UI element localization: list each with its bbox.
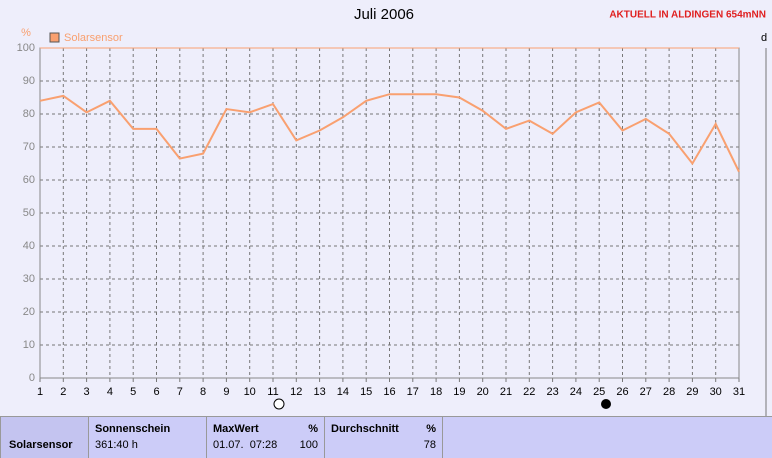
x-tick-label: 25 (593, 386, 605, 398)
cell-value: 78 (423, 439, 436, 451)
y2-label: d (761, 32, 767, 44)
x-tick-label: 31 (733, 386, 745, 398)
note: AKTUELL IN ALDINGEN 654mNN (609, 10, 766, 21)
y-tick-label: 70 (23, 141, 35, 153)
chart-title: Juli 2006 (354, 6, 414, 23)
y-tick-label: 60 (23, 174, 35, 186)
x-tick-label: 13 (313, 386, 325, 398)
moon-icon (601, 399, 611, 409)
x-tick-label: 29 (686, 386, 698, 398)
x-tick-label: 17 (407, 386, 419, 398)
series-line (39, 93, 740, 173)
chart: Juli 2006 AKTUELL IN ALDINGEN 654mNN % d… (17, 6, 767, 416)
x-tick-label: 20 (477, 386, 489, 398)
cell (442, 416, 772, 458)
x-tick-label: 12 (290, 386, 302, 398)
y-tick-label: 80 (23, 108, 35, 120)
x-tick-label: 28 (663, 386, 675, 398)
cell: Solarsensor (0, 416, 88, 458)
y-tick-label: 30 (23, 273, 35, 285)
x-tick-label: 4 (107, 386, 113, 398)
cell-value: 01.07. 07:28 (213, 439, 278, 451)
y-tick-label: 10 (23, 339, 35, 351)
y-tick-label: 40 (23, 240, 35, 252)
x-tick-label: 6 (153, 386, 159, 398)
x-tick-label: 14 (337, 386, 349, 398)
col-header: MaxWert (213, 423, 259, 435)
moon-icon (273, 398, 285, 410)
col-header: Durchschnitt (331, 423, 399, 435)
x-tick-label: 7 (177, 386, 183, 398)
y-tick-label: 100 (17, 42, 35, 54)
cell: Durchschnitt% 78 (324, 416, 442, 458)
x-tick-label: 26 (616, 386, 628, 398)
x-tick-label: 10 (244, 386, 256, 398)
x-tick-label: 9 (223, 386, 229, 398)
cell-value: 100 (299, 439, 318, 451)
x-tick-label: 18 (430, 386, 442, 398)
x-tick-label: 27 (640, 386, 652, 398)
col-unit: % (426, 423, 436, 435)
col-unit: % (308, 423, 318, 435)
legend-swatch (49, 32, 60, 43)
x-tick-label: 22 (523, 386, 535, 398)
row-label: Solarsensor (9, 439, 73, 451)
y-tick-label: 0 (29, 372, 35, 384)
x-tick-label: 21 (500, 386, 512, 398)
cell-value: 361:40 h (95, 439, 138, 451)
x-tick-label: 8 (200, 386, 206, 398)
x-tick-label: 11 (267, 386, 278, 398)
col-header: Sonnenschein (95, 423, 171, 435)
cell: MaxWert% 01.07. 07:28 100 (206, 416, 324, 458)
x-tick-label: 19 (453, 386, 465, 398)
summary-table: Solarsensor Sonnenschein 361:40 h MaxWert… (0, 416, 772, 458)
x-tick-label: 15 (360, 386, 372, 398)
x-tick-label: 1 (37, 386, 43, 398)
y-label: % (21, 27, 31, 39)
x-tick-label: 24 (570, 386, 582, 398)
x-tick-label: 23 (546, 386, 558, 398)
y-tick-label: 50 (23, 207, 35, 219)
x-tick-label: 2 (60, 386, 66, 398)
y-tick-label: 90 (23, 75, 35, 87)
x-tick-label: 3 (84, 386, 90, 398)
legend-label: Solarsensor (64, 32, 123, 44)
x-tick-label: 16 (383, 386, 395, 398)
y-tick-label: 20 (23, 306, 35, 318)
cell: Sonnenschein 361:40 h (88, 416, 206, 458)
x-tick-label: 5 (130, 386, 136, 398)
x-tick-label: 30 (710, 386, 722, 398)
